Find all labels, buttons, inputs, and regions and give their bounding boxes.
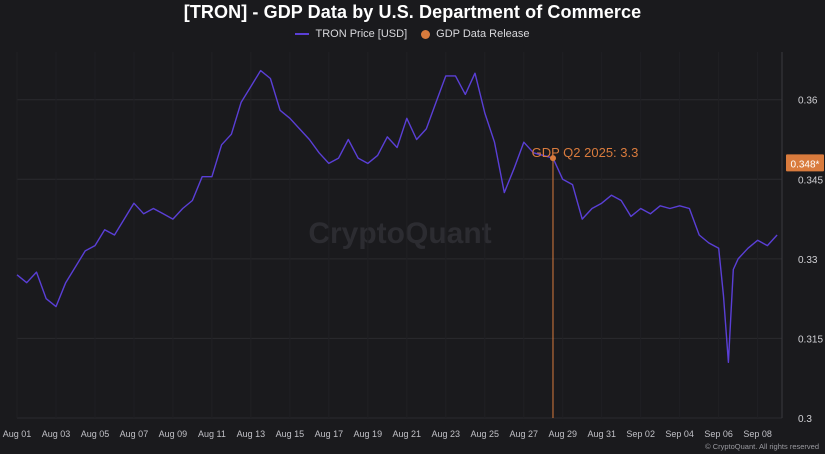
y-tick-label: 0.36 — [798, 96, 818, 107]
x-tick-label: Sep 08 — [743, 429, 772, 439]
x-tick-label: Sep 02 — [626, 429, 655, 439]
x-tick-label: Aug 27 — [509, 429, 538, 439]
event-dot[interactable] — [549, 155, 556, 162]
last-value-badge — [786, 154, 824, 172]
copyright-text: © CryptoQuant. All rights reserved — [705, 442, 819, 451]
x-tick-label: Aug 11 — [198, 429, 226, 439]
legend-item-event[interactable]: GDP Data Release — [421, 28, 530, 40]
y-tick-label: 0.315 — [798, 334, 823, 345]
y-tick-label: 0.33 — [798, 255, 818, 266]
x-tick-label: Aug 29 — [548, 429, 577, 439]
x-tick-label: Aug 07 — [120, 429, 149, 439]
y-tick-label: 0.3 — [798, 414, 812, 425]
legend-label-price: TRON Price [USD] — [315, 28, 408, 40]
legend-item-price[interactable]: TRON Price [USD] — [295, 28, 407, 40]
x-tick-label: Aug 19 — [354, 429, 383, 439]
legend-line-icon — [295, 33, 310, 35]
event-label: GDP Q2 2025: 3.3 — [532, 145, 639, 160]
legend-label-event: GDP Data Release — [436, 28, 530, 40]
legend-dot-icon — [421, 29, 431, 39]
x-tick-label: Sep 06 — [704, 429, 733, 439]
chart-title: [TRON] - GDP Data by U.S. Department of … — [183, 2, 642, 22]
last-value-label: 0.348* — [791, 159, 820, 170]
x-tick-label: Aug 25 — [471, 429, 500, 439]
x-tick-label: Aug 01 — [3, 429, 32, 439]
legend: TRON Price [USD] GDP Data Release — [0, 28, 825, 40]
x-tick-label: Aug 09 — [159, 429, 188, 439]
x-tick-label: Aug 15 — [276, 429, 305, 439]
x-tick-label: Sep 04 — [665, 429, 694, 439]
price-line[interactable] — [16, 69, 778, 363]
x-tick-label: Aug 13 — [237, 429, 266, 439]
x-tick-label: Aug 17 — [315, 429, 344, 439]
x-tick-label: Aug 21 — [393, 429, 422, 439]
x-tick-label: Aug 23 — [432, 429, 461, 439]
y-tick-label: 0.345 — [798, 175, 823, 186]
x-tick-label: Aug 31 — [587, 429, 616, 439]
x-tick-label: Aug 03 — [42, 429, 71, 439]
x-tick-label: Aug 05 — [81, 429, 110, 439]
watermark-text: CryptoQuant — [308, 217, 491, 250]
